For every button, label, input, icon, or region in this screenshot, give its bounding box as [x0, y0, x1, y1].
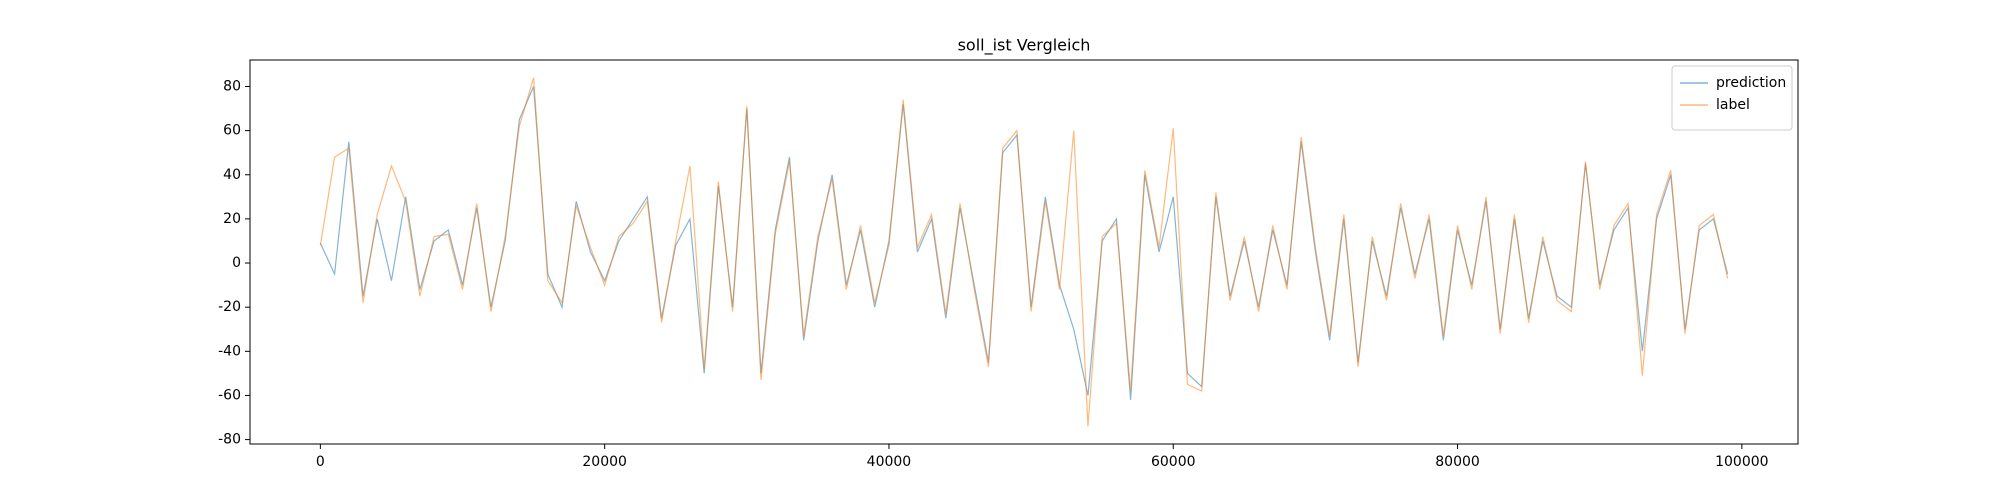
x-tick-label: 0 — [316, 454, 325, 470]
plot-frame — [249, 59, 1799, 445]
y-tick-label: 0 — [232, 255, 241, 271]
y-tick-label: -20 — [218, 299, 241, 315]
y-tick-label: -80 — [218, 432, 241, 448]
x-tick-label: 100000 — [1715, 454, 1768, 470]
x-tick-label: 20000 — [582, 454, 627, 470]
y-tick-label: 60 — [223, 123, 241, 139]
chart-title: soll_ist Vergleich — [958, 36, 1091, 56]
legend-box — [1671, 65, 1793, 131]
x-tick-label: 80000 — [1435, 454, 1480, 470]
y-tick-label: 40 — [223, 167, 241, 183]
y-tick-label: -60 — [218, 387, 241, 403]
x-tick-label: 40000 — [867, 454, 912, 470]
legend-label: label — [1716, 97, 1750, 113]
legend-label: prediction — [1716, 75, 1786, 91]
y-tick-label: 20 — [223, 211, 241, 227]
y-tick-label: 80 — [223, 78, 241, 94]
series-line — [319, 86, 1729, 400]
x-tick-label: 60000 — [1151, 454, 1196, 470]
series-line — [319, 77, 1729, 427]
y-tick-label: -40 — [218, 343, 241, 359]
